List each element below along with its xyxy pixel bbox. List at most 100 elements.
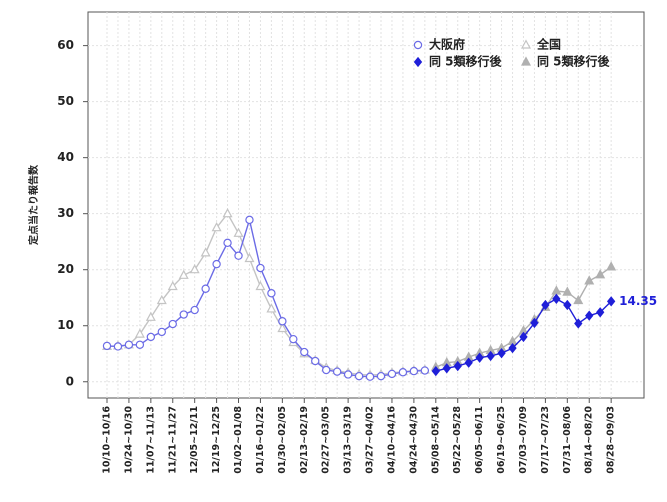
data-point [102,341,112,351]
data-point [606,296,616,307]
y-tick-label: 30 [57,206,74,220]
legend-marker [520,39,532,49]
x-tick-label: 10/24~10/30 [123,406,134,474]
data-point [442,363,451,374]
data-point [420,366,430,375]
data-point [289,334,298,344]
data-point [277,322,288,333]
data-point [113,342,123,351]
data-point [201,284,210,293]
x-tick-label: 04/10~04/16 [386,406,397,474]
data-point [365,372,375,381]
legend-label: 大阪府 [429,37,465,52]
data-point [189,264,200,274]
data-point [322,365,331,375]
data-point [595,269,606,279]
data-point [541,299,550,311]
data-point [354,371,364,381]
data-point [497,348,506,359]
x-tick-label: 10/10~10/16 [102,406,113,474]
data-point [255,280,266,291]
x-tick-label: 05/22~05/28 [452,406,463,474]
legend-marker [520,56,532,66]
data-point [178,269,189,279]
data-point [200,247,211,257]
y-tick-label: 20 [57,262,74,276]
data-point [146,332,156,342]
x-tick-label: 08/14~08/20 [584,406,595,474]
data-point [596,307,605,318]
x-tick-label: 07/31~08/06 [562,406,573,474]
data-point [157,327,166,337]
x-tick-label: 05/08~05/14 [430,406,441,474]
series-line [106,212,425,376]
data-point [223,238,232,248]
value-label: 14.35 [619,294,657,308]
data-point [145,311,156,321]
data-point [431,365,440,377]
data-point [475,352,484,363]
data-point [551,285,562,295]
data-point [376,371,386,381]
data-point [256,263,265,273]
x-tick-label: 01/02~01/08 [233,406,244,474]
x-tick-label: 01/16~01/22 [255,406,266,474]
x-tick-label: 02/27~03/05 [321,406,332,474]
data-point [190,305,199,315]
legend-marker [413,40,423,50]
legend-label: 同 5類移行後 [429,54,503,69]
data-point [266,303,277,313]
data-point [267,289,276,298]
data-point [156,294,167,305]
data-point [278,317,287,326]
data-point [552,293,561,304]
data-point [562,286,573,296]
x-tick-label: 12/05~12/11 [189,406,200,474]
x-tick-label: 11/21~11/27 [167,406,178,474]
data-point [168,319,177,329]
data-point [573,294,584,305]
x-tick-label: 03/27~04/02 [365,406,376,474]
data-point [167,280,178,291]
x-tick-label: 03/13~03/19 [343,406,354,474]
legend-marker [413,56,423,68]
data-point [584,275,595,285]
x-tick-label: 08/28~09/03 [606,406,617,474]
data-point [332,367,342,376]
data-point [244,252,255,263]
data-point [135,340,145,349]
data-point [211,222,222,232]
x-tick-label: 02/13~02/19 [299,406,310,474]
data-point [387,369,397,379]
data-point [464,357,473,368]
data-point [398,368,408,377]
x-tick-label: 07/03~07/09 [518,406,529,474]
x-tick-label: 06/19~06/25 [496,406,507,474]
plot-frame [87,11,645,399]
data-point [179,310,188,319]
data-point [222,208,233,218]
data-point [530,317,539,329]
y-tick-label: 60 [57,38,74,52]
data-point [311,356,320,366]
data-point [453,360,462,372]
data-point [245,215,254,225]
data-point [300,347,309,357]
y-tick-label: 50 [57,94,74,108]
data-point [486,350,495,362]
data-point [606,261,617,271]
x-tick-label: 11/07~11/13 [145,406,156,474]
data-point [585,310,594,321]
x-tick-label: 06/05~06/11 [474,406,485,474]
data-point [508,342,517,354]
y-axis-label: 定点当たり報告数 [27,164,40,245]
data-point [409,366,419,376]
data-point [233,227,244,237]
x-tick-label: 01/30~02/05 [277,406,288,474]
x-tick-label: 12/19~12/25 [211,406,222,474]
y-tick-label: 0 [66,374,74,388]
data-point [134,328,145,338]
legend-label: 同 5類移行後 [537,54,611,69]
data-point [212,259,221,269]
data-point [563,299,572,311]
